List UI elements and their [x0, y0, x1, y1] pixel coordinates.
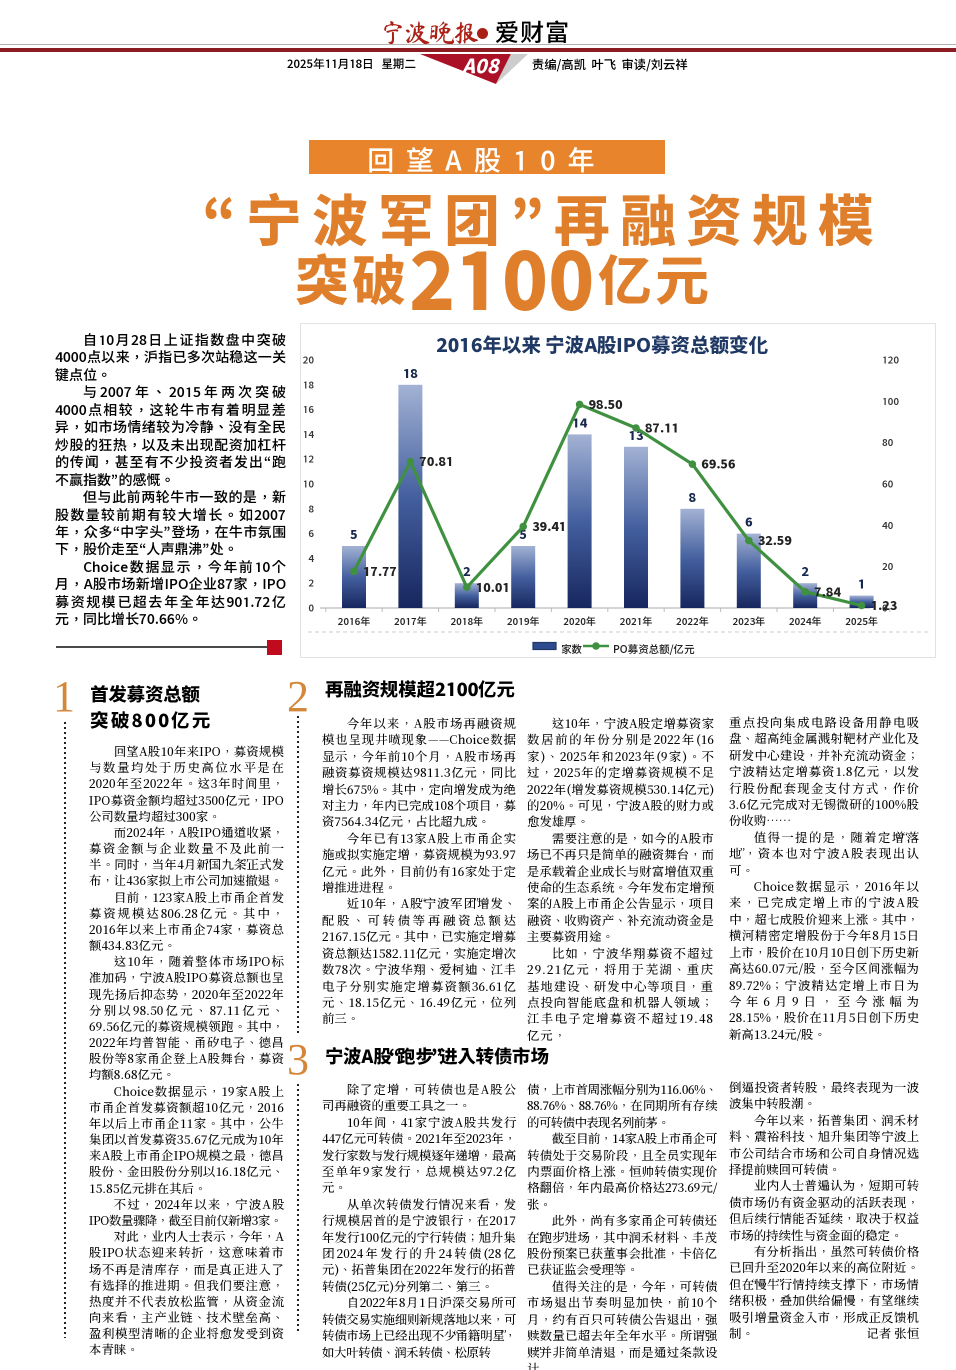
svg-text:70.81: 70.81 — [419, 454, 453, 469]
svg-text:2016年以来 宁波A股IPO募资总额变化: 2016年以来 宁波A股IPO募资总额变化 — [436, 334, 769, 357]
svg-text:2: 2 — [801, 564, 808, 579]
svg-text:PO募资总额/亿元: PO募资总额/亿元 — [613, 643, 695, 656]
svg-text:87.11: 87.11 — [645, 421, 679, 436]
svg-text:1.23: 1.23 — [871, 598, 898, 613]
svg-text:18: 18 — [303, 379, 315, 391]
svg-text:6: 6 — [308, 528, 315, 540]
svg-text:40: 40 — [882, 520, 895, 532]
svg-text:2016年: 2016年 — [338, 616, 371, 628]
svg-text:2019年: 2019年 — [507, 616, 540, 628]
svg-text:32.59: 32.59 — [758, 533, 793, 548]
svg-text:2017年: 2017年 — [394, 616, 427, 628]
svg-text:14: 14 — [303, 429, 315, 441]
svg-text:17.77: 17.77 — [363, 564, 397, 579]
svg-text:2021年: 2021年 — [620, 616, 653, 628]
svg-text:2020年: 2020年 — [563, 616, 596, 628]
svg-text:12: 12 — [303, 454, 315, 466]
svg-text:1: 1 — [858, 577, 865, 592]
svg-text:16: 16 — [303, 404, 316, 416]
svg-text:2: 2 — [308, 578, 314, 590]
svg-text:5: 5 — [350, 527, 357, 542]
svg-text:39.41: 39.41 — [532, 519, 566, 534]
svg-text:100: 100 — [882, 396, 900, 408]
svg-text:6: 6 — [745, 515, 753, 530]
svg-text:80: 80 — [882, 437, 895, 449]
svg-text:4: 4 — [308, 553, 314, 565]
svg-text:A08: A08 — [461, 55, 501, 78]
svg-text:69.56: 69.56 — [701, 457, 736, 472]
svg-text:8: 8 — [689, 490, 697, 505]
svg-text:60: 60 — [882, 479, 895, 491]
svg-text:0: 0 — [308, 603, 315, 615]
svg-text:14: 14 — [572, 415, 588, 430]
svg-text:2024年: 2024年 — [789, 616, 822, 628]
svg-text:5: 5 — [519, 527, 526, 542]
svg-text:7.84: 7.84 — [814, 584, 842, 599]
svg-text:10.01: 10.01 — [476, 580, 510, 595]
svg-text:2023年: 2023年 — [732, 616, 765, 628]
svg-text:2025年: 2025年 — [845, 616, 878, 628]
svg-text:98.50: 98.50 — [589, 397, 624, 412]
svg-text:2018年: 2018年 — [450, 616, 483, 628]
svg-text:18: 18 — [403, 366, 418, 381]
svg-text:家数: 家数 — [561, 644, 582, 656]
svg-text:20: 20 — [882, 561, 895, 573]
svg-text:2: 2 — [463, 564, 470, 579]
svg-text:2022年: 2022年 — [676, 616, 709, 628]
svg-text:0: 0 — [882, 603, 889, 615]
svg-text:10: 10 — [303, 479, 316, 491]
svg-text:8: 8 — [308, 503, 314, 515]
svg-text:120: 120 — [882, 355, 900, 367]
svg-text:20: 20 — [303, 355, 316, 367]
